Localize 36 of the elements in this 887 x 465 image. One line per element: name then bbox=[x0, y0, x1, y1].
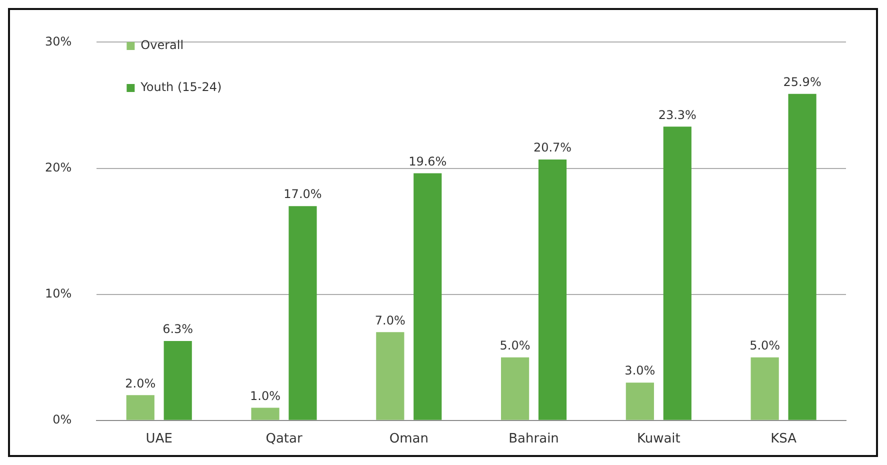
x-tick-label: Kuwait bbox=[636, 432, 680, 447]
x-tick-label: Qatar bbox=[266, 432, 303, 447]
data-label: 7.0% bbox=[374, 313, 406, 328]
bar bbox=[414, 173, 442, 420]
data-label: 6.3% bbox=[162, 322, 194, 336]
y-tick-label: 0% bbox=[52, 412, 72, 427]
data-label: 23.3% bbox=[658, 108, 696, 122]
legend-label: Youth (15-24) bbox=[140, 80, 222, 94]
bar bbox=[376, 332, 404, 420]
bar bbox=[750, 357, 779, 420]
bar bbox=[126, 395, 154, 420]
bar bbox=[538, 159, 567, 420]
data-label: 17.0% bbox=[284, 187, 322, 202]
data-label: 2.0% bbox=[125, 376, 156, 390]
bar bbox=[164, 340, 192, 420]
x-tick-label: Oman bbox=[389, 432, 428, 447]
data-label: 1.0% bbox=[250, 388, 281, 403]
data-label: 19.6% bbox=[408, 154, 447, 168]
legend-label: Overall bbox=[140, 38, 184, 52]
x-tick-label: UAE bbox=[146, 432, 172, 447]
data-label: 25.9% bbox=[783, 75, 822, 90]
bar bbox=[788, 94, 816, 420]
x-tick-label: KSA bbox=[770, 432, 797, 447]
bar bbox=[626, 382, 654, 420]
y-tick-label: 10% bbox=[45, 286, 72, 300]
bar bbox=[251, 408, 280, 420]
data-label: 5.0% bbox=[500, 338, 530, 352]
x-tick-label: Bahrain bbox=[508, 432, 559, 447]
y-tick-label: 20% bbox=[45, 160, 72, 174]
bar bbox=[288, 206, 317, 420]
bar bbox=[663, 126, 692, 420]
y-tick-label: 30% bbox=[45, 34, 72, 48]
bar bbox=[500, 357, 530, 420]
data-label: 5.0% bbox=[750, 338, 780, 352]
data-label: 3.0% bbox=[624, 364, 656, 378]
data-label: 20.7% bbox=[533, 140, 572, 155]
